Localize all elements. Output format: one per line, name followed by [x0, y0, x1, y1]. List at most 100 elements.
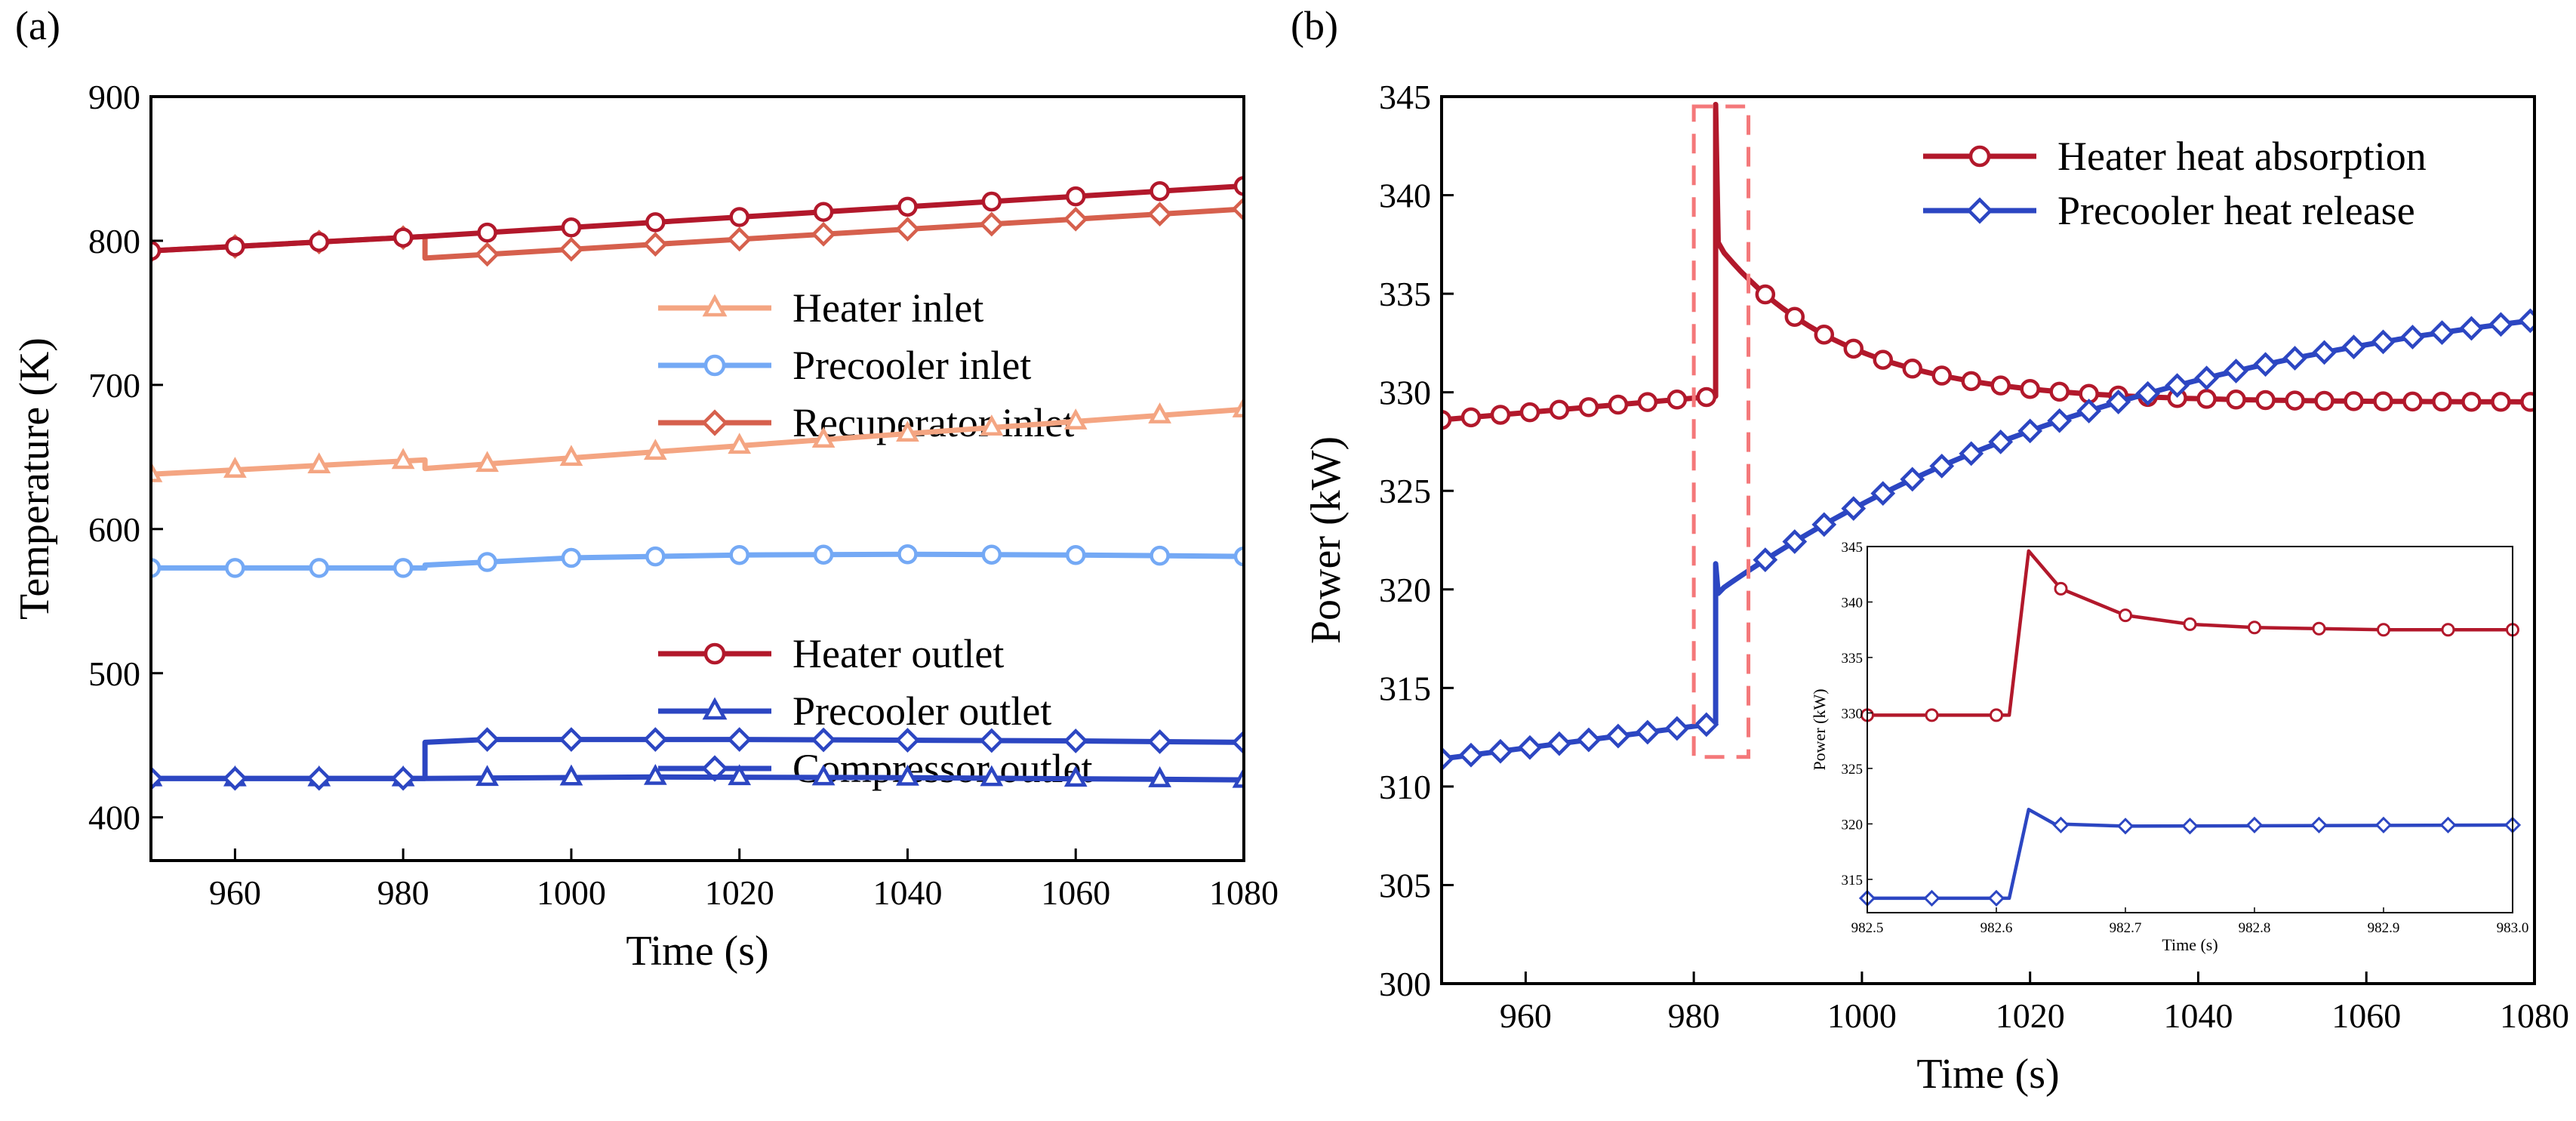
legend-heater-inlet-marker: [702, 294, 728, 317]
series-precooler-inlet-marker: [897, 544, 918, 565]
series-precooler-outlet-marker: [559, 764, 583, 786]
series-compressor-outlet-marker: [306, 765, 332, 791]
series-heater-inlet-marker: [223, 457, 247, 478]
series-heater-heat-absorption-marker: [1784, 306, 1805, 327]
inset-plot-frame: [1867, 546, 2513, 913]
chart-a-y-tick-label: 400: [88, 799, 140, 837]
series-precooler-heat-release-marker: [1576, 727, 1602, 753]
chart-b-x-tick-label: 1060: [2331, 996, 2401, 1035]
inset-y-tick-label: 320: [1842, 817, 1864, 833]
inset-series-heater-heat-absorption-marker: [2183, 617, 2197, 631]
series-heater-outlet-marker: [981, 191, 1002, 212]
chart-b-series-group: [1442, 101, 2534, 771]
legend-heater-outlet-marker: [703, 642, 726, 665]
series-precooler-heat-release-marker: [2282, 346, 2307, 371]
series-precooler-inlet-marker: [813, 544, 834, 565]
legend-heater-heat-absorption-marker: [1968, 145, 1991, 168]
series-recuperator-inlet-marker: [475, 242, 500, 267]
series-heater-inlet-marker: [811, 427, 836, 448]
series-precooler-heat-release-marker: [1517, 735, 1543, 760]
chart-a-x-tick-label: 980: [377, 873, 429, 912]
inset-x-tick-label: 983.0: [2497, 920, 2529, 936]
series-heater-heat-absorption-marker: [1961, 371, 1981, 392]
series-precooler-outlet-marker: [1148, 766, 1171, 787]
chart-a-y-tick-label: 500: [88, 654, 140, 693]
chart-b-x-tick-label: 1000: [1827, 996, 1897, 1035]
series-precooler-inlet-marker: [1233, 546, 1244, 567]
series-precooler-heat-release-marker: [1988, 429, 2014, 454]
series-precooler-heat-release-marker: [1811, 512, 1837, 537]
chart-b-x-axis-title: Time (s): [1916, 1051, 2059, 1098]
series-heater-heat-absorption-marker: [2373, 391, 2393, 411]
series-heater-heat-absorption-marker: [1608, 394, 1629, 415]
series-heater-heat-absorption-marker: [2020, 378, 2040, 399]
chart-b-x-tick-label: 1020: [1996, 996, 2065, 1035]
series-compressor-outlet-marker: [390, 765, 416, 791]
chart-a-x-tick-label: 1040: [873, 873, 942, 912]
series-precooler-outlet-marker: [728, 764, 752, 786]
legend-precooler-inlet-marker: [703, 354, 726, 377]
series-recuperator-inlet-marker: [727, 226, 752, 252]
series-heater-heat-absorption-marker: [2520, 392, 2534, 412]
series-precooler-heat-release-marker: [1635, 719, 1660, 745]
inset-series-heater-heat-absorption-marker: [2119, 608, 2132, 623]
inset-series-heater-heat-absorption-marker: [2377, 623, 2390, 637]
series-heater-outlet-marker: [1233, 176, 1244, 196]
series-precooler-inlet-marker: [151, 558, 162, 578]
series-precooler-inlet-marker: [1065, 544, 1086, 565]
series-heater-outlet-marker: [561, 217, 582, 238]
series-compressor-outlet-marker: [475, 727, 500, 752]
legend-precooler-heat-release-label: Precooler heat release: [2057, 188, 2415, 233]
series-precooler-heat-release-marker: [2047, 408, 2073, 433]
inset-y-tick-label: 325: [1842, 762, 1864, 778]
series-compressor-outlet-marker: [642, 727, 668, 752]
series-compressor-outlet-marker: [811, 727, 836, 753]
legend-precooler-outlet-marker: [702, 697, 728, 720]
inset-background: [1833, 534, 2521, 956]
series-precooler-heat-release-marker: [2518, 308, 2534, 334]
series-heater-heat-absorption-marker: [1549, 399, 1570, 420]
series-precooler-outlet-marker: [896, 764, 919, 786]
chart-b-x-tick-label: 980: [1668, 996, 1720, 1035]
inset-x-axis-title: Time (s): [2162, 935, 2217, 954]
series-heater-heat-absorption-marker: [2049, 381, 2070, 402]
series-recuperator-inlet-marker: [1147, 202, 1172, 226]
inset-series-heater-heat-absorption-marker: [2441, 623, 2455, 637]
series-heater-heat-absorption-marker: [1667, 390, 1688, 410]
inset-y-tick-label: 340: [1842, 595, 1864, 611]
series-heater-inlet-marker: [896, 420, 919, 442]
series-heater-inlet-marker: [980, 414, 1004, 436]
series-precooler-heat-release-marker: [1841, 496, 1867, 521]
series-heater-heat-absorption-marker: [2402, 391, 2423, 412]
series-heater-heat-absorption-marker: [1931, 365, 1952, 386]
inset-series-precooler-heat-release-marker: [2181, 818, 2199, 835]
inset-series-precooler-heat-release-marker: [2374, 816, 2393, 834]
series-heater-outlet-marker: [225, 236, 245, 257]
series-compressor-outlet-marker: [979, 728, 1005, 753]
inset-y-tick-label: 335: [1842, 651, 1864, 667]
series-precooler-outlet-marker: [980, 765, 1004, 787]
chart-b-y-axis-title: Power (kW): [1303, 436, 1350, 644]
series-precooler-heat-release-marker: [2430, 320, 2454, 345]
chart-a-x-axis-title: Time (s): [626, 928, 768, 975]
chart-b-y-tick-label: 335: [1379, 275, 1431, 313]
series-heater-heat-absorption-marker: [2461, 391, 2482, 412]
series-precooler-heat-release-marker: [2459, 316, 2484, 341]
series-heater-inlet-line: [151, 406, 1244, 477]
legend-heater-inlet-label: Heater inlet: [792, 285, 983, 331]
series-precooler-heat-release-marker: [1458, 742, 1484, 768]
series-heater-heat-absorption-marker: [1902, 359, 1923, 379]
series-heater-heat-absorption-marker: [1843, 338, 1864, 359]
chart-b-y-tick-label: 310: [1379, 768, 1431, 806]
series-precooler-inlet-marker: [981, 544, 1002, 565]
series-compressor-outlet-marker: [559, 727, 584, 752]
series-compressor-outlet-marker: [223, 765, 248, 791]
inset-x-tick-label: 982.6: [1980, 920, 2013, 936]
series-heater-heat-absorption-marker: [1460, 407, 1482, 428]
chart-a-y-tick-label: 800: [88, 222, 140, 260]
inset-y-tick-label: 330: [1842, 706, 1864, 722]
series-precooler-heat-release-marker: [2312, 340, 2337, 365]
series-heater-inlet-marker: [728, 433, 752, 454]
